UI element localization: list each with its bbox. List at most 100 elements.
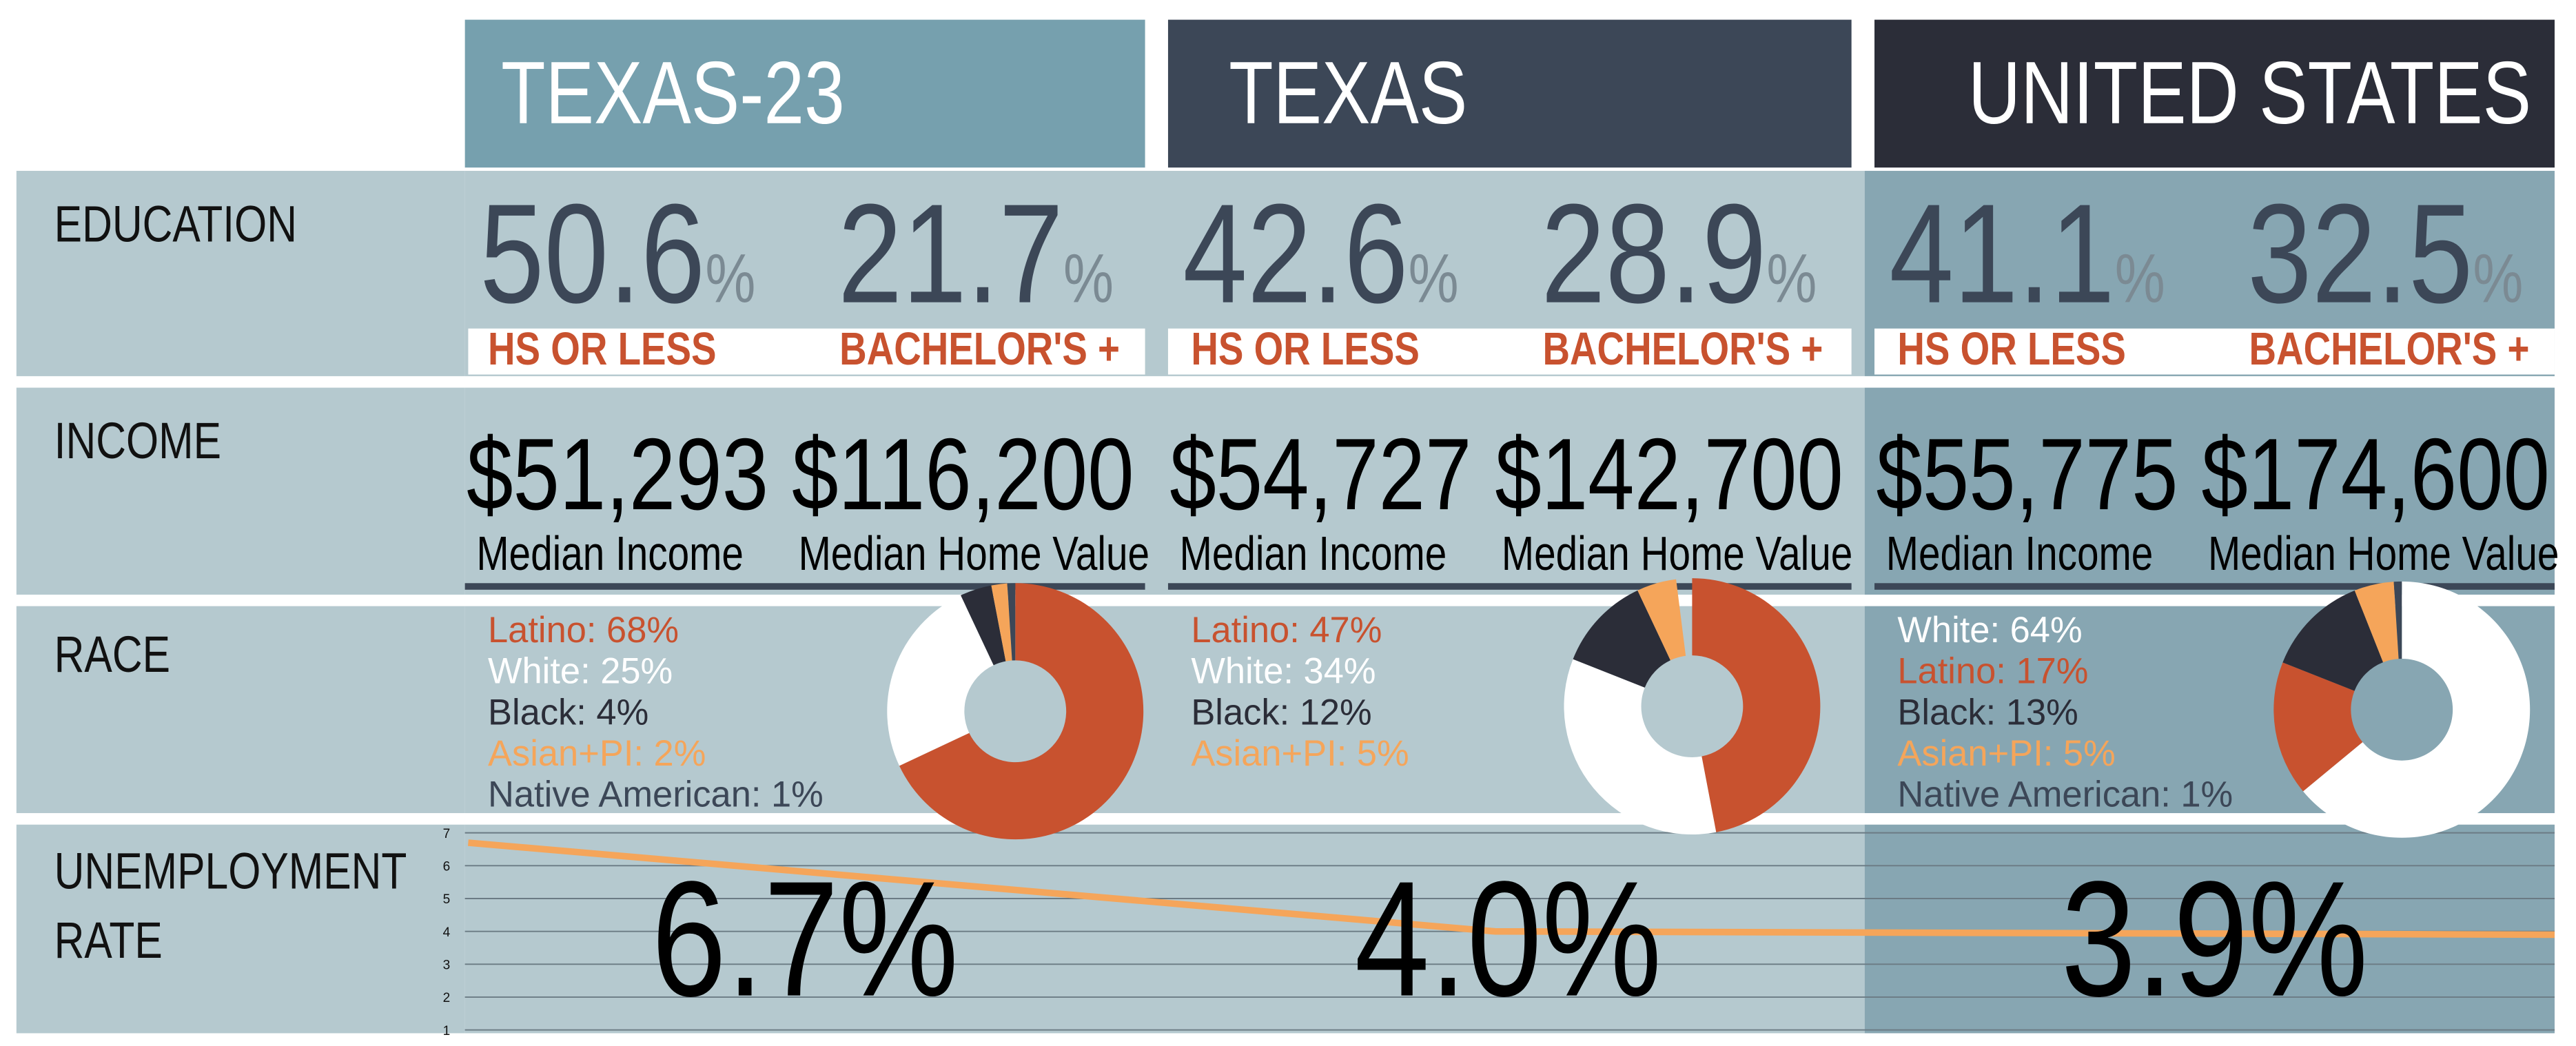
column-title: TEXAS: [1229, 44, 1468, 143]
income-label: Median Income: [476, 529, 744, 582]
column-title: UNITED STATES: [1967, 44, 2532, 143]
y-tick-label: 5: [443, 892, 451, 907]
pie-slice: [1007, 583, 1016, 661]
pie-slice: [2354, 582, 2399, 663]
column-title: TEXAS-23: [501, 44, 845, 143]
pie-slice: [2302, 581, 2531, 838]
pie-slice: [899, 583, 1144, 840]
unemployment-line: [468, 839, 2555, 939]
education-value: 28.9%: [1541, 184, 1817, 325]
cell: [464, 387, 1865, 595]
row-label-bg: [16, 824, 465, 1034]
percent-value: 42.6: [1183, 176, 1409, 334]
race-label: White: 64%: [1897, 609, 2083, 651]
education-value: 32.5%: [2247, 184, 2523, 325]
y-tick-label: 2: [443, 991, 451, 1005]
y-tick-label: 7: [443, 827, 451, 841]
race-label: Black: 13%: [1897, 691, 2078, 733]
income-value: $54,727: [1169, 418, 1472, 533]
education-value: 50.6%: [480, 184, 755, 325]
race-label: Asian+PI: 5%: [1191, 732, 1409, 774]
education-label: BACHELOR'S +: [2249, 323, 2530, 375]
income-value: $116,200: [792, 418, 1134, 533]
percent-sign: %: [1063, 240, 1114, 318]
pie-slice: [2393, 581, 2402, 659]
y-tick-label: 6: [443, 859, 451, 874]
underline: [1874, 583, 2555, 590]
underline: [1167, 583, 1852, 590]
cell: [1864, 824, 2555, 1034]
percent-sign: %: [2473, 240, 2524, 318]
y-tick-label: 4: [443, 925, 451, 940]
unemployment-value: 4.0%: [1354, 848, 1662, 1032]
header-bg: [1167, 19, 1852, 168]
race-label: White: 34%: [1191, 650, 1376, 692]
race-label: Asian+PI: 5%: [1897, 732, 2116, 774]
pie-slice: [1637, 579, 1686, 661]
row-label: RACE: [54, 626, 171, 684]
row-label: EDUCATION: [54, 195, 298, 254]
income-value: $51,293: [467, 418, 769, 533]
income-label: Median Income: [1179, 529, 1447, 582]
pies: [887, 578, 2531, 840]
pie-slice: [2282, 590, 2384, 691]
row-label: UNEMPLOYMENT RATE: [54, 842, 407, 970]
race-label: Black: 12%: [1191, 691, 1372, 733]
unemployment-value: 3.9%: [2061, 848, 2369, 1032]
cell: [1864, 387, 2555, 595]
pie-slice: [887, 595, 994, 766]
percent-sign: %: [1408, 240, 1459, 318]
race-label: Black: 4%: [488, 691, 649, 733]
row-label-bg: [16, 606, 465, 814]
percent-value: 41.1: [1889, 176, 2115, 334]
race-label: Native American: 1%: [488, 773, 824, 815]
percent-sign: %: [2114, 240, 2165, 318]
race-label: White: 25%: [488, 650, 673, 692]
y-tick-label: 1: [443, 1024, 451, 1038]
row-label-bg: [16, 387, 465, 595]
education-label: BACHELOR'S +: [1542, 323, 1823, 375]
education-value: 42.6%: [1183, 184, 1458, 325]
underline: [464, 583, 1145, 590]
income-value: $142,700: [1495, 418, 1843, 533]
header-bg: [464, 19, 1145, 168]
pie-slice: [961, 585, 1006, 666]
label-strip: [468, 328, 1145, 375]
percent-sign: %: [705, 240, 756, 318]
education-label: HS OR LESS: [1191, 323, 1420, 375]
percent-value: 28.9: [1541, 176, 1767, 334]
income-label: Median Home Value: [1501, 529, 1853, 582]
education-label: BACHELOR'S +: [839, 323, 1121, 375]
income-value: $55,775: [1876, 418, 2178, 533]
income-label: Median Income: [1885, 529, 2154, 582]
income-label: Median Home Value: [2207, 529, 2559, 582]
percent-value: 50.6: [480, 176, 706, 334]
label-strip: [1874, 328, 2555, 375]
pie-slice: [2273, 662, 2363, 792]
race-label: Native American: 1%: [1897, 773, 2233, 815]
header-bg: [1874, 19, 2555, 168]
race-label: Latino: 17%: [1897, 650, 2089, 692]
education-label: HS OR LESS: [488, 323, 717, 375]
label-strip: [1167, 328, 1852, 375]
education-label: HS OR LESS: [1897, 323, 2126, 375]
education-value: 41.1%: [1889, 184, 2165, 325]
pie-slice: [1573, 590, 1670, 688]
race-label: Latino: 68%: [488, 609, 679, 651]
percent-value: 21.7: [837, 176, 1064, 334]
income-label: Median Home Value: [798, 529, 1150, 582]
income-value: $174,600: [2201, 418, 2550, 533]
pie-slice: [1564, 659, 1717, 835]
pie-slice: [1692, 578, 1821, 832]
unemployment-axis: 1 2 3 4 5 6 7: [443, 827, 2555, 1038]
race-label: Latino: 47%: [1191, 609, 1382, 651]
percent-sign: %: [1766, 240, 1817, 318]
y-tick-label: 3: [443, 958, 451, 973]
row-label-bg: [16, 170, 465, 376]
unemployment-value: 6.7%: [651, 848, 959, 1032]
pie-slice: [991, 583, 1012, 662]
education-value: 21.7%: [838, 184, 1114, 325]
race-label: Asian+PI: 2%: [488, 732, 706, 774]
